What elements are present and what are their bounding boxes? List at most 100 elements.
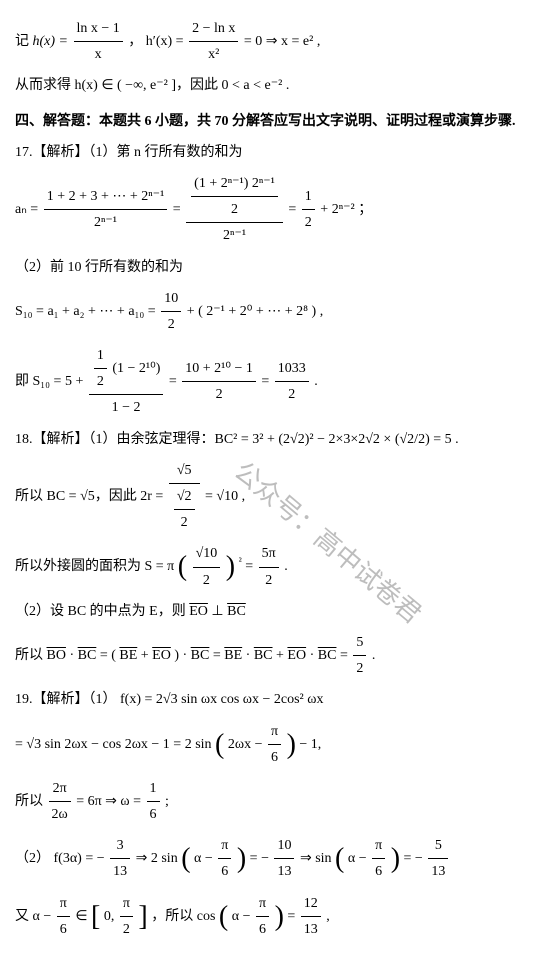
text: ， h′(x) = [128,34,187,49]
num: 5 [353,630,366,656]
text: ⇒ 2 sin [136,851,178,866]
num: π [120,891,133,917]
num: π [268,719,281,745]
frac-pi6: π 6 [268,719,281,770]
den: x [74,42,123,67]
q18-1: 18.【解析】（1）由余弦定理得：BC² = 3² + (2√2)² − 2×3… [15,427,539,452]
text: 所以外接圆的面积为 S = π [15,559,174,574]
num: 5 [428,833,448,859]
den: 2ω [49,802,71,827]
frac-1213: 12 13 [301,891,321,942]
frac-r: √10 2 [193,541,221,592]
den: √2 2 [169,484,200,535]
den: 6 [372,859,385,884]
frac-geom: 1 2 (1 − 2¹⁰) 1 − 2 [89,343,164,421]
eq: = [169,374,180,389]
num: π [57,891,70,917]
den: 6 [57,917,70,942]
section-4-title: 四、解答题：本题共 6 小题，共 70 分解答应写出文字说明、证明过程或演算步骤… [15,109,539,134]
den: 2 [302,210,315,235]
arg: α − [232,909,254,924]
q18-5: 所以 BO · BC = ( BE + EO ) · BC = BE · BC … [15,630,539,681]
bracket-left: [ [91,901,100,932]
q19-5: 又 α − π 6 ∈ [ 0, π 2 ] ，所以 cos ( α − π 6… [15,891,539,942]
text: = 0 ⇒ x = e² , [244,34,320,49]
den: 2 [353,656,366,681]
text: 从而求得 h(x) ∈ ( −∞, e⁻² ]，因此 0 < a < e⁻² . [15,78,289,93]
num: 1033 [275,356,309,382]
den: 2 [174,510,195,535]
paren-right: ) [237,843,246,874]
den: 13 [428,859,448,884]
den: 2 [191,197,278,222]
eq: = [245,559,256,574]
num: ln x − 1 [74,16,123,42]
num: 1 [94,343,107,369]
pre-line-1: 记 h(x) = ln x − 1 x ， h′(x) = 2 − ln x x… [15,16,539,67]
text: 所以 BC = √5，因此 2r = [15,489,167,504]
den: 2 [94,369,107,394]
frac-10-2: 10 2 [161,286,181,337]
den: 2ⁿ⁻¹ [44,210,168,235]
den: 2 [193,568,221,593]
text: ⇒ sin [300,851,332,866]
num: √10 [193,541,221,567]
text: S₁₀ = a₁ + a₂ + ⋯ + a₁₀ = [15,304,159,319]
text: （2） f(3α) = − [15,851,108,866]
den: 13 [274,859,294,884]
paren-right: ) [226,551,235,582]
frac: 3 13 [110,833,130,884]
den: 2ⁿ⁻¹ [186,223,283,248]
num: 2π [49,776,71,802]
paren-left: ( [219,901,228,932]
frac-hprimex: 2 − ln x x² [189,16,238,67]
sq: ² [239,557,242,568]
head: 即 S₁₀ = 5 + [15,374,87,389]
q19-1: 19.【解析】（1） f(x) = 2√3 sin ωx cos ωx − 2c… [15,687,539,712]
frac-s10-3: 1033 2 [275,356,309,407]
eq: = [288,202,299,217]
frac-pi6: π 6 [256,891,269,942]
den: 13 [110,859,130,884]
frac-pi6: π 6 [218,833,231,884]
arg: 2ωx − [228,736,266,751]
arg: α − [194,851,216,866]
paren-left: ( [215,729,224,760]
paren-left: ( [181,843,190,874]
q19-2: = √3 sin 2ωx − cos 2ωx − 1 = 2 sin ( 2ωx… [15,719,539,770]
frac: 5 13 [428,833,448,884]
den: 2 [161,312,181,337]
paren-right: ) [287,729,296,760]
bracket-right: ] [138,901,147,932]
q18-4: （2）设 BC 的中点为 E，则 EO ⊥ BC [15,599,539,624]
frac: 10 13 [274,833,294,884]
mid: = 6π ⇒ ω = [76,794,144,809]
num: 10 + 2¹⁰ − 1 [182,356,256,382]
tail: . [372,648,376,663]
q17-2-head: （2）前 10 行所有数的和为 [15,255,539,280]
paren-right: ) [391,843,400,874]
frac-s10-2: 10 + 2¹⁰ − 1 2 [182,356,256,407]
an-label: aₙ = [15,202,42,217]
paren-left: ( [178,551,187,582]
tail: + 2ⁿ⁻² ； [320,202,372,217]
text: = √3 sin 2ωx − cos 2ωx − 1 = 2 sin [15,736,212,751]
text: = − [250,851,273,866]
q17-s10-l2: 即 S₁₀ = 5 + 1 2 (1 − 2¹⁰) 1 − 2 = 10 + 2… [15,343,539,421]
paren-left: ( [335,843,344,874]
den: 2 [275,382,309,407]
frac-omega: 1 6 [147,776,160,827]
int-a: 0, [104,909,118,924]
text: 所以 BO · BC = ( BE + EO ) · BC = BE · BC … [15,648,351,663]
text: 又 α − [15,909,55,924]
den: 6 [218,859,231,884]
tail: . [314,374,318,389]
den: 6 [256,917,269,942]
text: 记 [15,34,33,49]
den: 1 − 2 [89,395,164,420]
frac-2r: √5 √2 2 [169,458,200,536]
tail: + ( 2⁻¹ + 2⁰ + ⋯ + 2⁸ ) , [187,304,324,319]
num: 2 − ln x [189,16,238,42]
num: (1 + 2ⁿ⁻¹) 2ⁿ⁻¹ [191,171,278,197]
den: 2 [182,382,256,407]
